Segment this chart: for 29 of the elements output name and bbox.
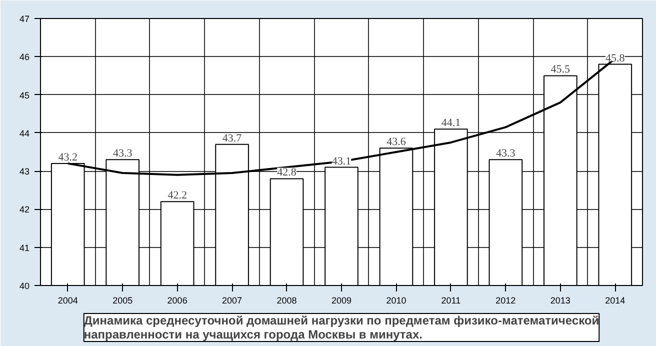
x-tick-label: 2010 bbox=[386, 296, 406, 306]
y-tick-label: 47 bbox=[19, 14, 30, 24]
y-tick-label: 44 bbox=[19, 128, 30, 138]
y-tick-label: 46 bbox=[19, 52, 30, 62]
y-tick-label: 42 bbox=[19, 204, 30, 215]
x-tick-label: 2011 bbox=[441, 296, 461, 306]
data-label: 42.2 bbox=[168, 190, 187, 202]
x-tick-label: 2009 bbox=[331, 296, 352, 306]
y-tick-label: 45 bbox=[19, 90, 30, 100]
data-label: 43.6 bbox=[386, 136, 406, 148]
x-tick-label: 2013 bbox=[550, 296, 570, 306]
x-tick-label: 2012 bbox=[496, 296, 516, 306]
data-label: 44.1 bbox=[441, 117, 461, 130]
data-label: 43.3 bbox=[496, 148, 516, 160]
y-tick-label: 43 bbox=[19, 166, 30, 177]
x-tick-label: 2005 bbox=[112, 296, 133, 306]
y-tick-label: 40 bbox=[19, 281, 30, 291]
data-label: 42.8 bbox=[277, 166, 297, 179]
data-label: 43.2 bbox=[58, 151, 78, 164]
data-label: 43.7 bbox=[222, 132, 242, 144]
data-label: 45.5 bbox=[550, 64, 571, 76]
x-tick-label: 2004 bbox=[58, 296, 78, 306]
x-tick-label: 2007 bbox=[222, 296, 242, 306]
x-tick-label: 2006 bbox=[167, 296, 188, 306]
data-label: 43.3 bbox=[112, 148, 133, 160]
text: Динамика среднесуточной домашней нагрузки по предметам физико-математической направленности на учащихся города Москвы в минутах. bbox=[84, 314, 600, 342]
y-tick-label: 41 bbox=[19, 242, 30, 253]
x-tick-label: 2014 bbox=[605, 296, 626, 306]
x-tick-label: 2008 bbox=[276, 296, 297, 306]
